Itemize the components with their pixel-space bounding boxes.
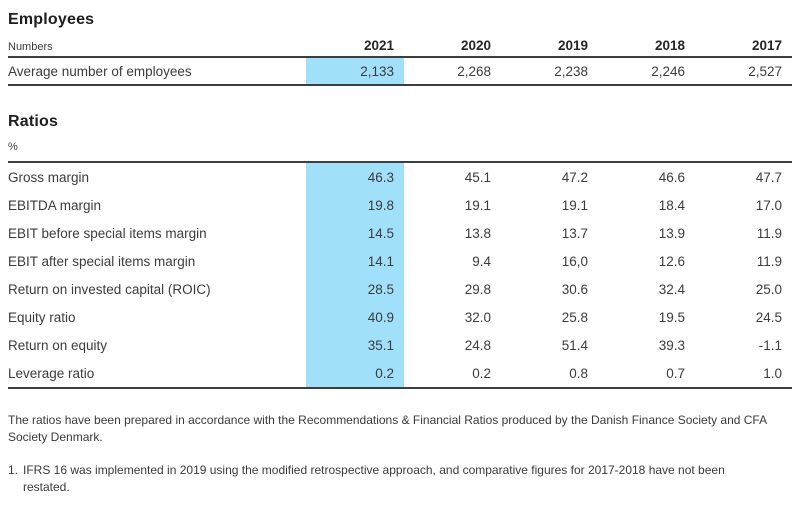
value-cell: 1.0 [763, 365, 782, 381]
employees-section-title: Employees [8, 11, 95, 28]
employees-unit-label: Numbers [8, 41, 53, 53]
row-label: Average number of employees [8, 63, 192, 79]
value-cell-highlighted: 19.8 [306, 191, 404, 219]
footnote-1: 1. IFRS 16 was implemented in 2019 using… [8, 462, 792, 495]
ratios-section-title: Ratios [8, 113, 59, 130]
value-cell: 30.6 [561, 281, 588, 297]
employees-table: Numbers 2021 2020 2019 2018 2017 Average… [8, 36, 792, 86]
year-header-2017: 2017 [751, 38, 782, 53]
row-label: EBIT after special items margin [8, 253, 196, 269]
table-row: Return on equity 35.1 24.8 51.4 39.3 -1.… [8, 331, 792, 359]
value-cell: 16,0 [561, 253, 588, 269]
year-header-2018: 2018 [654, 38, 685, 53]
value-cell: 11.9 [756, 225, 782, 241]
value-cell: 47.2 [561, 169, 588, 185]
value-cell: 46.6 [658, 169, 685, 185]
row-label: EBITDA margin [8, 197, 102, 213]
value-cell: 47.7 [755, 169, 782, 185]
value-cell: 19.5 [658, 309, 685, 325]
row-label: Gross margin [8, 169, 90, 185]
value-cell: 24.8 [464, 337, 491, 353]
value-cell: 0.2 [472, 365, 491, 381]
ratios-methodology-note: The ratios have been prepared in accorda… [8, 413, 767, 444]
divider [8, 161, 792, 163]
value-cell: 32.4 [658, 281, 685, 297]
value-cell: 2,246 [651, 63, 685, 79]
row-label: EBIT before special items margin [8, 225, 207, 241]
table-row: EBIT after special items margin 14.1 9.4… [8, 247, 792, 275]
year-header-2020: 2020 [460, 38, 491, 53]
value-cell: 13.8 [464, 225, 491, 241]
value-cell: 11.9 [756, 253, 782, 269]
value-cell-highlighted: 2,133 [306, 58, 404, 84]
year-header-2019: 2019 [557, 38, 588, 53]
value-cell: 13.9 [658, 225, 685, 241]
value-cell: 2,238 [554, 63, 588, 79]
value-cell: 2,268 [457, 63, 491, 79]
value-cell: 19.1 [561, 197, 588, 213]
footnote-text: IFRS 16 was implemented in 2019 using th… [23, 463, 725, 494]
table-row: Gross margin 46.3 45.1 47.2 46.6 47.7 [8, 163, 792, 191]
value-cell: 0.8 [569, 365, 588, 381]
value-cell: 24.5 [755, 309, 782, 325]
table-row: Return on invested capital (ROIC) 28.5 2… [8, 275, 792, 303]
table-row: Average number of employees 2,133 2,268 … [8, 58, 792, 84]
value-cell: 18.4 [658, 197, 685, 213]
table-row: EBIT before special items margin 14.5 13… [8, 219, 792, 247]
value-cell-highlighted: 14.5 [306, 219, 404, 247]
row-label: Equity ratio [8, 309, 76, 325]
value-cell: 39.3 [658, 337, 685, 353]
value-cell-highlighted: 35.1 [306, 331, 404, 359]
value-cell: 29.8 [464, 281, 491, 297]
value-cell: 19.1 [464, 197, 491, 213]
ratios-unit-label: % [8, 141, 18, 153]
value-cell: -1.1 [758, 337, 782, 353]
value-cell-highlighted: 0.2 [306, 359, 404, 387]
value-cell: 25.0 [755, 281, 782, 297]
value-cell: 12.6 [658, 253, 685, 269]
table-row: EBITDA margin 19.8 19.1 19.1 18.4 17.0 [8, 191, 792, 219]
row-label: Return on equity [8, 337, 108, 353]
row-label: Return on invested capital (ROIC) [8, 281, 211, 297]
value-cell-highlighted: 14.1 [306, 247, 404, 275]
divider [8, 84, 792, 86]
table-row: Leverage ratio 0.2 0.2 0.8 0.7 1.0 [8, 359, 792, 387]
row-label: Leverage ratio [8, 365, 95, 381]
divider [8, 387, 792, 389]
value-cell: 45.1 [464, 169, 491, 185]
ratios-table: Gross margin 46.3 45.1 47.2 46.6 47.7 EB… [8, 161, 792, 389]
value-cell: 13.7 [561, 225, 588, 241]
footnote-marker: 1. [8, 463, 19, 477]
divider [8, 56, 792, 58]
value-cell: 0.7 [666, 365, 685, 381]
year-header-2021: 2021 [363, 38, 394, 53]
value-cell: 2,527 [748, 63, 782, 79]
employees-table-header-row: Numbers 2021 2020 2019 2018 2017 [8, 36, 792, 56]
value-cell: 32.0 [464, 309, 491, 325]
value-cell-highlighted: 40.9 [306, 303, 404, 331]
value-cell: 51.4 [561, 337, 588, 353]
table-row: Equity ratio 40.9 32.0 25.8 19.5 24.5 [8, 303, 792, 331]
value-cell: 9.4 [472, 253, 491, 269]
value-cell: 17.0 [755, 197, 782, 213]
value-cell-highlighted: 46.3 [306, 163, 404, 191]
value-cell-highlighted: 28.5 [306, 275, 404, 303]
value-cell: 25.8 [561, 309, 588, 325]
